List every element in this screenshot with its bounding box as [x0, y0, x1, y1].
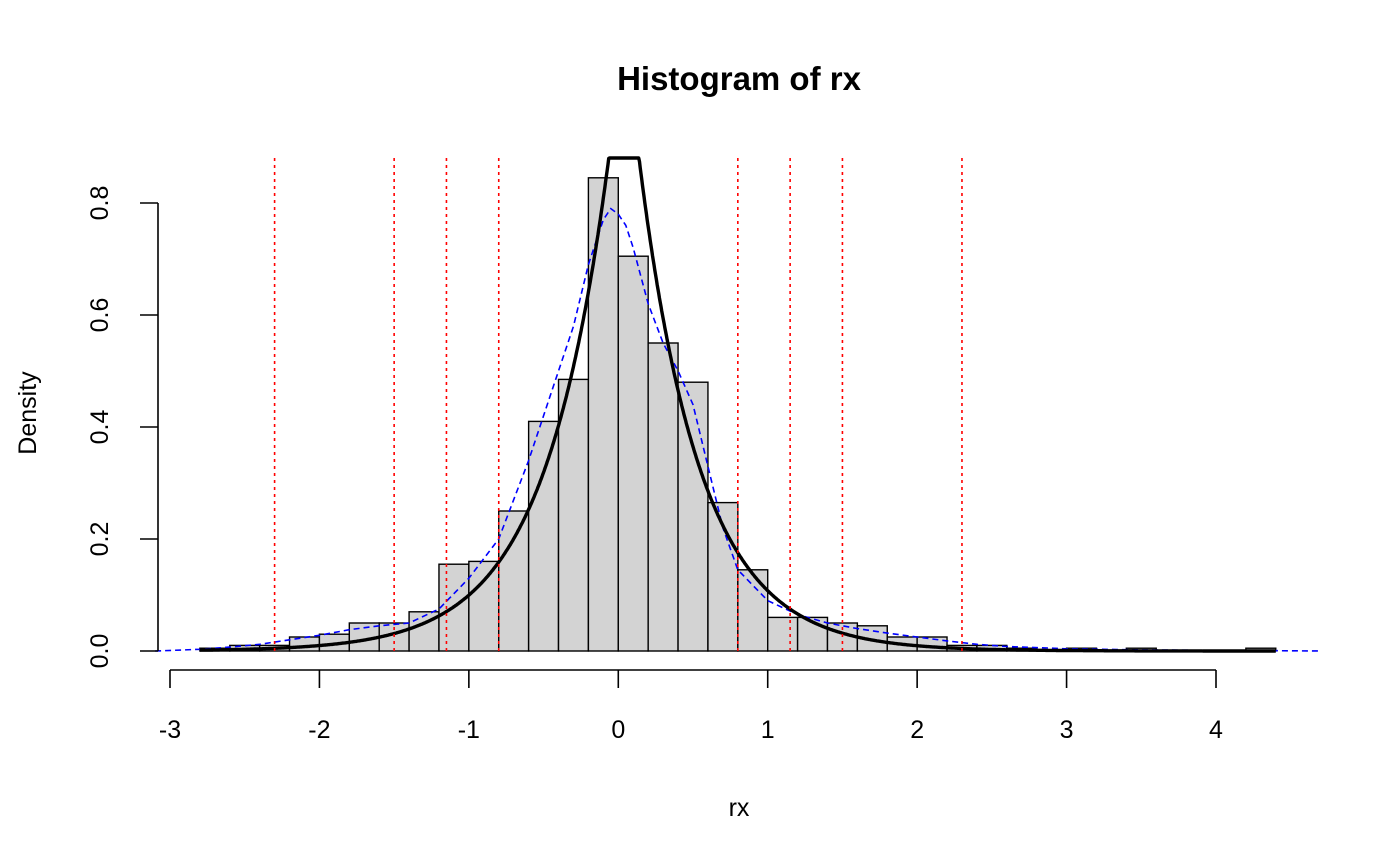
x-tick-label: 4: [1209, 716, 1223, 744]
chart-title: Histogram of rx: [617, 60, 862, 97]
x-tick-label: -2: [308, 716, 330, 744]
x-tick-label: -1: [458, 716, 480, 744]
histogram-bar: [498, 510, 530, 652]
histogram-bar: [587, 177, 619, 652]
y-tick-label: 0.6: [86, 298, 114, 333]
reference-lines: [273, 158, 963, 651]
histogram-bar: [677, 381, 709, 652]
x-tick-label: 3: [1060, 716, 1074, 744]
histogram-bar: [468, 560, 500, 652]
y-tick-label: 0.2: [86, 522, 114, 557]
histogram-bars: [199, 177, 1277, 652]
x-tick-label: 0: [611, 716, 625, 744]
x-tick-label: 2: [910, 716, 924, 744]
y-tick-label: 0.4: [86, 410, 114, 445]
histogram-bar: [617, 255, 649, 652]
x-axis-label: rx: [729, 794, 750, 822]
x-tick-label: 1: [761, 716, 775, 744]
histogram-bar: [527, 420, 560, 652]
histogram-bar: [647, 342, 679, 652]
histogram-bar: [557, 378, 590, 652]
dashed-density-curve: [155, 207, 1321, 652]
x-axis: -3 -2 -1 0 1 2 3 4: [159, 669, 1223, 744]
dashed-density-layer: [155, 207, 1321, 652]
y-axis-label: Density: [14, 371, 42, 455]
plot-area: [155, 156, 1321, 653]
y-axis: 0.0 0.2 0.4 0.6 0.8: [86, 186, 159, 669]
x-tick-label: -3: [159, 716, 181, 744]
y-tick-label: 0.0: [86, 634, 114, 669]
histogram-bar: [767, 616, 799, 652]
histogram-bar: [737, 569, 769, 652]
y-tick-label: 0.8: [86, 186, 114, 221]
